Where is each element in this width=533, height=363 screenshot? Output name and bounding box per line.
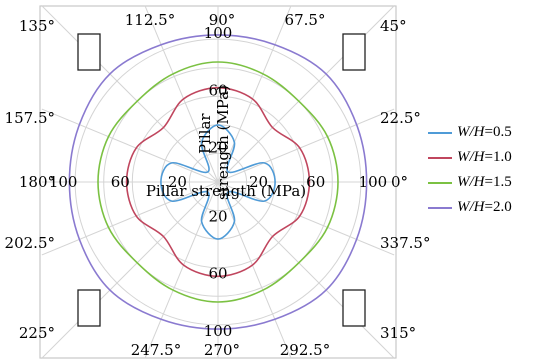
pillar-marker: [77, 289, 101, 327]
grid-spoke: [217, 181, 395, 359]
grid-spoke: [41, 108, 219, 183]
angle-label: 112.5°: [125, 11, 175, 29]
pillar-markers: [77, 33, 366, 327]
series-line-1: [160, 124, 276, 240]
angle-label: 315°: [380, 324, 416, 342]
series-layer: [68, 34, 368, 330]
angle-label: 202.5°: [5, 234, 55, 252]
legend-item-wh10: W/H=1.0: [428, 145, 533, 170]
radial-tick-label: 100: [204, 24, 233, 42]
radial-axis-label-line1: Pillar: [196, 113, 214, 154]
radial-tick-label: 20: [168, 173, 187, 191]
radial-tick-label: 100: [49, 173, 78, 191]
pillar-marker: [77, 33, 101, 71]
legend-label: W/H=2.0: [457, 199, 512, 215]
radial-tick-labels: 20 60 100 20 60 100 20 60 100 20 60 100: [49, 24, 387, 340]
radial-axis-label-horizontal: Pillar strength (MPa): [146, 182, 306, 200]
angle-label: 67.5°: [285, 11, 326, 29]
radial-tick-label: 60: [208, 81, 227, 99]
grid-spoke: [144, 5, 219, 183]
radial-tick-label: 20: [208, 138, 227, 156]
series-line-2: [125, 86, 311, 278]
grid-spoke: [217, 181, 292, 359]
radial-tick-label: 100: [359, 173, 388, 191]
angle-label: 157.5°: [5, 109, 55, 127]
series-line-4: [68, 34, 368, 330]
radial-tick-label: 60: [306, 173, 325, 191]
radial-tick-label: 60: [208, 265, 227, 283]
legend-label: W/H=1.5: [457, 174, 512, 190]
angle-label: 45°: [380, 17, 407, 35]
radial-tick-label: 60: [111, 173, 130, 191]
angle-label: 225°: [19, 324, 55, 342]
grid-spoke: [217, 181, 395, 256]
angle-label: 22.5°: [380, 109, 421, 127]
angle-label: 247.5°: [131, 341, 181, 359]
legend-item-wh05: W/H=0.5: [428, 120, 533, 145]
series-line-3: [97, 61, 339, 303]
legend-item-wh20: W/H=2.0: [428, 195, 533, 220]
radial-tick-label: 100: [204, 322, 233, 340]
legend-swatch: [428, 181, 452, 184]
radial-axis-label-vertical: Pillarstrength (MPa): [196, 85, 232, 200]
grid-spoke: [41, 181, 219, 256]
angle-label: 90°: [209, 11, 236, 29]
legend-swatch: [428, 131, 452, 134]
legend-item-wh15: W/H=1.5: [428, 170, 533, 195]
grid-spoke: [217, 5, 292, 183]
pillar-marker: [342, 289, 366, 327]
radial-tick-label: 20: [208, 208, 227, 226]
grid-spoke: [41, 5, 219, 183]
polar-grid: [39, 5, 397, 359]
legend-label: W/H=0.5: [457, 124, 512, 140]
pillar-marker: [342, 33, 366, 71]
grid-spoke: [41, 181, 219, 359]
legend-label: W/H=1.0: [457, 149, 512, 165]
angle-label: 292.5°: [280, 341, 330, 359]
angle-labels: 0°22.5°45°67.5°90°112.5°135°157.5°180°20…: [5, 11, 431, 359]
radial-axis-label-line2: strength (MPa): [214, 85, 232, 200]
angle-label: 270°: [204, 341, 240, 359]
angle-label: 0°: [391, 173, 408, 191]
grid-spoke: [217, 108, 395, 183]
legend: W/H=0.5 W/H=1.0 W/H=1.5 W/H=2.0: [428, 120, 533, 220]
angle-label: 180°: [19, 173, 55, 191]
radial-tick-label: 20: [249, 173, 268, 191]
legend-swatch: [428, 156, 452, 159]
legend-swatch: [428, 206, 452, 209]
angle-label: 135°: [19, 17, 55, 35]
angle-label: 337.5°: [380, 234, 430, 252]
grid-spoke: [144, 181, 219, 359]
